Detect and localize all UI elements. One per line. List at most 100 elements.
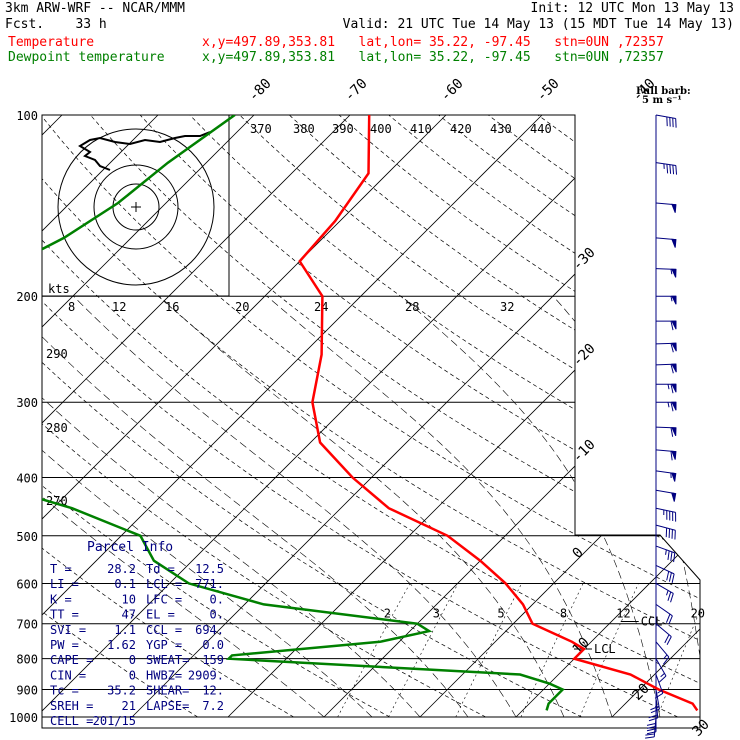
- hodograph-speed-label: 20: [235, 300, 249, 314]
- wind-barb: [650, 689, 660, 714]
- wind-barb: [656, 320, 677, 331]
- wind-barb: [655, 583, 674, 603]
- parcel-field: LAPSE=: [146, 699, 189, 713]
- pressure-label-1000: 1000: [9, 711, 38, 725]
- moist-adiabat: [42, 296, 325, 718]
- parcel-field: TT =: [50, 608, 79, 622]
- pressure-label-800: 800: [16, 653, 38, 667]
- mixing-ratio-line: [520, 583, 584, 718]
- isotherm: [515, 115, 700, 718]
- dry-adiabat: [42, 115, 294, 718]
- parcel-field: PW =: [50, 638, 79, 652]
- theta-label: 390: [332, 122, 354, 136]
- pressure-label-500: 500: [16, 530, 38, 544]
- parcel-info-panel: Parcel Info T = 28.2 Td = 12.5 LI = 0.1 LCL = 7…: [50, 540, 224, 728]
- dewpoint-legend-label: Dewpoint temperature: [8, 50, 165, 65]
- parcel-field: SREH =: [50, 699, 93, 713]
- parcel-field: 0.0: [202, 638, 224, 652]
- wind-barb: [655, 470, 677, 482]
- barb-legend-line2: 5 m s⁻¹: [642, 95, 682, 106]
- dry-adiabat: [42, 115, 390, 718]
- barb-legend-line1: Full barb:: [636, 86, 691, 97]
- theta-label: 370: [250, 122, 272, 136]
- dry-adiabat: [487, 115, 700, 718]
- parcel-field: CIN =: [50, 668, 86, 682]
- wind-barb: [655, 342, 677, 353]
- parcel-field: 0.: [210, 592, 224, 606]
- hodograph-speed-label: kts: [48, 282, 70, 296]
- parcel-field: LFC =: [146, 592, 182, 606]
- dewpoint-legend-info: x,y=497.89,353.81 lat,lon= 35.22, -97.45…: [202, 50, 664, 65]
- temperature-legend-info: x,y=497.89,353.81 lat,lon= 35.22, -97.45…: [202, 35, 664, 50]
- dry-adiabat: [42, 115, 198, 718]
- wind-barb: [655, 507, 677, 522]
- dry-adiabat: [189, 115, 700, 718]
- mixing-ratio-line: [337, 583, 411, 718]
- mixing-ratio-label: 8: [560, 607, 567, 621]
- parcel-field: 0.1: [114, 577, 136, 591]
- wind-barb: [645, 716, 657, 739]
- parcel-field: HWBZ=: [146, 668, 182, 682]
- isotherm-label: 30: [690, 717, 713, 740]
- isotherm: [42, 115, 447, 718]
- parcel-field: CELL =: [50, 714, 93, 728]
- wind-barb: [655, 623, 672, 646]
- wind-barb: [655, 162, 678, 175]
- isotherm: [42, 115, 639, 718]
- parcel-field: EL =: [146, 608, 175, 622]
- parcel-field: LCL =: [146, 577, 182, 591]
- wind-barb: [655, 268, 677, 278]
- parcel-field: 47: [122, 608, 136, 622]
- isotherm-label: -20: [570, 341, 599, 370]
- wind-barb: [656, 383, 677, 394]
- mixing-ratio-line: [657, 583, 700, 718]
- init-time: Init: 12 UTC Mon 13 May 13: [530, 1, 735, 16]
- valid-time: Valid: 21 UTC Tue 14 May 13 (15 MDT Tue …: [342, 17, 734, 32]
- theta-label: 400: [370, 122, 392, 136]
- parcel-info-title: Parcel Info: [87, 540, 173, 555]
- wind-barb: [655, 489, 677, 502]
- dry-adiabat: [537, 115, 700, 718]
- isotherm-label: -10: [570, 437, 599, 466]
- parcel-field: 201/15: [93, 714, 136, 728]
- isotherm-label: -50: [534, 76, 563, 105]
- wind-barb: [655, 603, 673, 625]
- parcel-field: CCL =: [146, 623, 182, 637]
- theta-label: 420: [450, 122, 472, 136]
- parcel-field: 0: [129, 653, 136, 667]
- hodograph-speed-label: 8: [68, 300, 75, 314]
- dry-adiabat: [388, 115, 700, 718]
- parcel-field: 35.2: [107, 684, 136, 698]
- hodograph-speed-label: 28: [405, 300, 419, 314]
- parcel-field: K =: [50, 592, 72, 606]
- wind-barb: [656, 295, 677, 305]
- parcel-field: 12.5: [195, 562, 224, 576]
- moist-adiabat: [266, 295, 613, 718]
- parcel-field: CAPE =: [50, 653, 93, 667]
- parcel-field: 28.2: [107, 562, 136, 576]
- mixing-ratio-line: [579, 583, 639, 718]
- parcel-field: SVI =: [50, 623, 86, 637]
- temperature-profile: [298, 115, 699, 712]
- plot-frame: [41, 114, 701, 729]
- wind-barb: [655, 641, 670, 665]
- wind-barb: [655, 202, 677, 213]
- temperature-legend-label: Temperature: [8, 35, 95, 50]
- parcel-field: Tc =: [50, 684, 79, 698]
- parcel-field: 0.: [210, 608, 224, 622]
- wind-barb: [655, 363, 677, 374]
- parcel-field: 12.: [202, 684, 224, 698]
- theta-label: 290: [46, 347, 68, 361]
- dry-adiabat: [90, 115, 700, 718]
- theta-label: 410: [410, 122, 432, 136]
- pressure-label-700: 700: [16, 618, 38, 632]
- mixing-ratio-label: 5: [497, 607, 504, 621]
- wind-barb: [655, 426, 677, 437]
- dewpoint-profile: [42, 115, 565, 711]
- parcel-field: 10: [122, 592, 136, 606]
- moist-adiabat: [159, 295, 565, 718]
- theta-label: 440: [530, 122, 552, 136]
- wind-barb: [654, 674, 664, 699]
- isotherm: [42, 115, 159, 718]
- mixing-ratio-line: [388, 583, 459, 718]
